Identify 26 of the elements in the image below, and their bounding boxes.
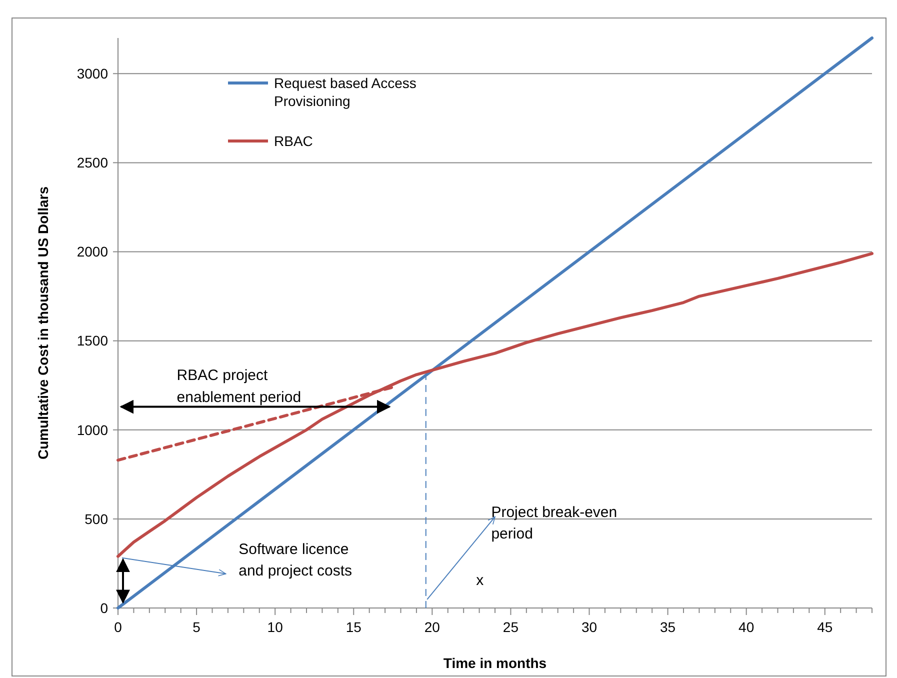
y-tick-label: 500 bbox=[84, 510, 108, 527]
y-tick-label: 2500 bbox=[76, 154, 108, 171]
annotation: RBAC project enablement period bbox=[176, 367, 302, 406]
x-tick-label: 30 bbox=[581, 619, 598, 635]
legend-label: RBAC bbox=[274, 132, 313, 149]
legend-label: Request based Access Provisioning bbox=[274, 74, 416, 110]
x-axis-title: Time in months bbox=[443, 655, 547, 671]
y-tick-label: 0 bbox=[100, 600, 108, 616]
x-tick-label: 10 bbox=[267, 619, 284, 635]
annotation: Software licence and project costs bbox=[238, 540, 352, 580]
x-tick-label: 35 bbox=[660, 619, 676, 635]
y-tick-label: 1000 bbox=[76, 422, 108, 438]
x-tick-label: 45 bbox=[817, 619, 833, 635]
x-tick-label: 5 bbox=[192, 619, 201, 635]
line-series bbox=[116, 252, 874, 558]
x-tick-label: 20 bbox=[424, 619, 440, 635]
x-tick-label: 0 bbox=[114, 619, 122, 635]
x-tick-label: 25 bbox=[502, 619, 519, 635]
annotation: Project break-even period bbox=[491, 504, 618, 543]
x-tick-label: 40 bbox=[738, 619, 754, 635]
y-tick-label: 3000 bbox=[76, 66, 108, 82]
annotation: x bbox=[476, 572, 484, 590]
y-tick-label: 2000 bbox=[76, 244, 108, 260]
x-tick-label: 15 bbox=[346, 619, 362, 635]
y-tick-label: 1500 bbox=[76, 332, 108, 349]
y-axis-title: Cumultative Cost in thousand US Dollars bbox=[35, 186, 51, 460]
